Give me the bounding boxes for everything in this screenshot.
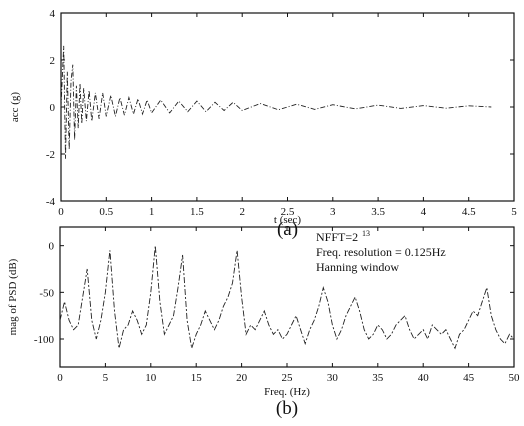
series-line xyxy=(60,45,492,159)
y-tick-label: 0 xyxy=(50,102,56,114)
x-tick-label: 0 xyxy=(57,372,63,384)
panel-a-time-history: 0 0.5 1 1.5 2 2.5 3 3.5 4 4.5 5 -4 -2 0 2 4 t (sec) acc (… xyxy=(9,8,517,240)
panel-caption: (b) xyxy=(276,398,298,419)
freq-resolution-annotation: Freq. resolution = 0.125Hz xyxy=(316,245,446,259)
nfft-annotation: NFFT=2 xyxy=(316,230,358,244)
x-tick-label: 2.5 xyxy=(281,206,295,218)
x-tick-label: 45 xyxy=(463,372,475,384)
y-tick-label: -100 xyxy=(34,334,55,346)
nfft-exponent: 13 xyxy=(362,229,370,238)
x-axis-label: Freq. (Hz) xyxy=(264,386,310,398)
x-tick-label: 50 xyxy=(509,372,521,384)
x-tick-label: 40 xyxy=(418,372,430,384)
x-tick-label: 0.5 xyxy=(99,206,113,218)
y-tick-label: 4 xyxy=(50,8,56,20)
y-tick-label: 2 xyxy=(50,55,56,67)
x-tick-label: 0 xyxy=(58,206,64,218)
plot-frame xyxy=(59,226,515,368)
x-tick-label: 35 xyxy=(372,372,384,384)
y-tick-label: -2 xyxy=(46,149,55,161)
series-line xyxy=(59,245,515,350)
x-tick-label: 3.5 xyxy=(371,206,385,218)
x-tick-label: 2 xyxy=(239,206,245,218)
x-axis-label: t (sec) xyxy=(274,214,302,226)
x-tick-label: 5 xyxy=(511,206,517,218)
y-axis-label: mag of PSD (dB) xyxy=(7,258,19,335)
y-tick-label: 0 xyxy=(49,241,55,253)
y-tick-label: -50 xyxy=(39,287,54,299)
x-tick-label: 30 xyxy=(327,372,339,384)
y-axis-label: acc (g) xyxy=(9,92,21,123)
plot-frame xyxy=(60,12,515,202)
y-tick-label: -4 xyxy=(46,196,56,208)
x-tick-label: 20 xyxy=(236,372,248,384)
x-tick-label: 3 xyxy=(330,206,336,218)
x-tick-label: 1 xyxy=(149,206,155,218)
x-tick-label: 4.5 xyxy=(462,206,476,218)
x-tick-label: 1.5 xyxy=(190,206,204,218)
x-tick-label: 5 xyxy=(103,372,109,384)
window-annotation: Hanning window xyxy=(316,260,399,274)
x-tick-label: 15 xyxy=(191,372,203,384)
x-tick-label: 10 xyxy=(145,372,157,384)
x-tick-label: 4 xyxy=(421,206,427,218)
x-tick-label: 25 xyxy=(282,372,294,384)
panel-b-psd: 0 5 10 15 20 25 30 35 40 45 50 -100 -50 0 Freq. (Hz) ma… xyxy=(7,226,521,419)
